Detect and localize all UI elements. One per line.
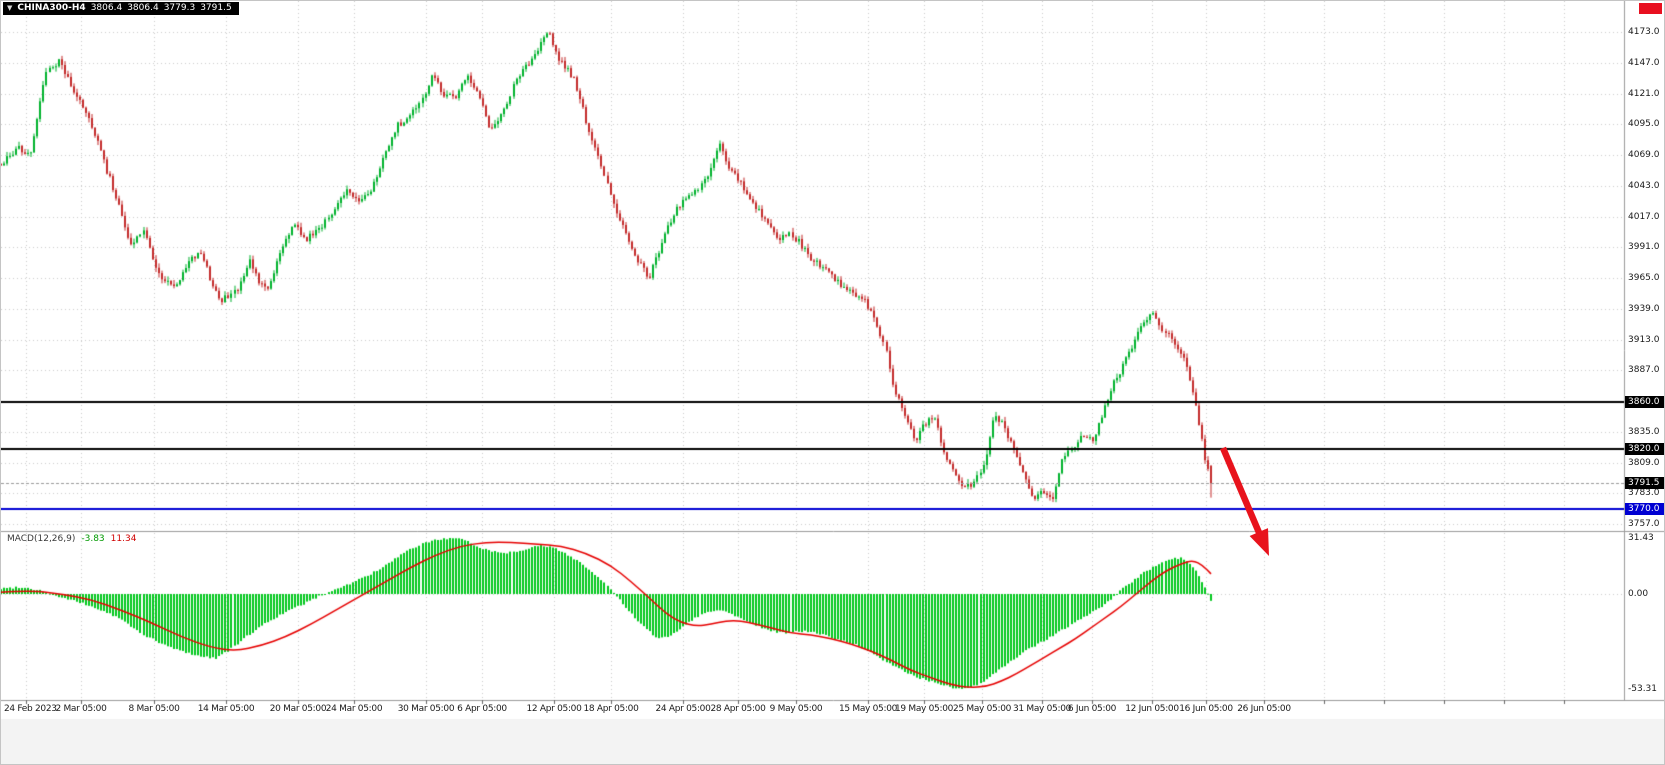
macd-indicator-label: MACD(12,26,9) -3.83 11.34 xyxy=(7,534,136,544)
ohlc-open-value: 3806.4 xyxy=(90,3,123,13)
symbol-dropdown-icon[interactable]: ▼ xyxy=(7,4,13,12)
macd-signal-value: 11.34 xyxy=(110,534,137,544)
ohlc-close-value: 3791.5 xyxy=(200,3,232,13)
macd-title: MACD(12,26,9) xyxy=(7,534,76,544)
arrow-shaft xyxy=(1220,446,1263,537)
macd-main-value: -3.83 xyxy=(81,534,105,544)
top-right-red-indicator[interactable] xyxy=(1639,3,1662,14)
ohlc-high-value: 3806.4 xyxy=(127,3,159,13)
down-arrow-annotation[interactable] xyxy=(1206,439,1286,569)
arrow-head xyxy=(1249,528,1269,556)
symbol-timeframe-label: CHINA300-H4 xyxy=(17,3,86,13)
ohlc-low-value: 3779.3 xyxy=(163,3,196,13)
ohlc-overlay: ▼ CHINA300-H4 3806.4 3806.4 3779.3 3791.… xyxy=(3,2,239,15)
